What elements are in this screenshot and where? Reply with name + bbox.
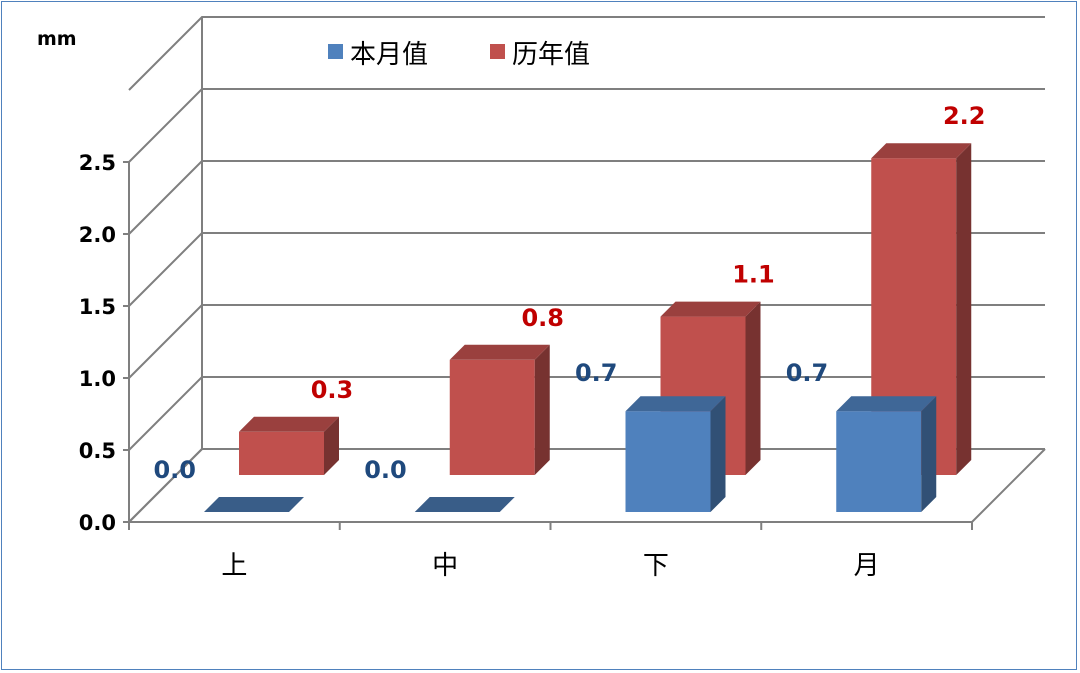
gridline xyxy=(128,376,1045,451)
bar-this-month xyxy=(204,497,304,512)
data-label-this-month: 0.0 xyxy=(153,456,196,484)
y-tick-label: 1.0 xyxy=(79,367,116,391)
data-label-historical: 1.1 xyxy=(732,261,775,289)
y-tick-label: 2.5 xyxy=(79,151,116,175)
bar-top-face xyxy=(239,416,339,432)
legend-label-this-month: 本月值 xyxy=(350,40,428,70)
gridline xyxy=(128,448,1045,523)
legend-item-historical: 历年值 xyxy=(490,40,590,70)
legend-label-historical: 历年值 xyxy=(512,40,590,70)
bar-side-face xyxy=(710,396,726,512)
data-labels: 0.3 0.8 1.1 2.2 0.0 0.0 0.7 0.7 xyxy=(153,102,985,484)
x-category-label: 下 xyxy=(643,551,669,581)
data-label-historical: 0.3 xyxy=(311,376,354,404)
bar-side-face xyxy=(324,416,339,475)
legend-swatch-historical xyxy=(490,44,505,59)
legend-item-this-month: 本月值 xyxy=(328,40,428,70)
bar-front-face xyxy=(239,431,324,475)
bar-this-month xyxy=(836,396,937,512)
bar-top-face xyxy=(414,497,515,512)
gridline xyxy=(128,232,1045,307)
bar-front-face xyxy=(449,359,535,475)
gridline xyxy=(128,88,1045,163)
bar-top-face xyxy=(836,396,937,412)
x-category-label: 上 xyxy=(221,551,247,581)
bar-side-face xyxy=(921,396,937,512)
y-tick-label: 0.5 xyxy=(79,439,116,463)
y-tick-label: 1.5 xyxy=(79,295,116,319)
gridline xyxy=(128,160,1045,235)
bar-side-face xyxy=(534,344,550,475)
bar-top-face xyxy=(660,301,761,317)
bar-top-face xyxy=(625,396,726,412)
y-tick-label: 0.0 xyxy=(79,511,116,535)
bar-top-face xyxy=(449,344,550,360)
bar-side-face xyxy=(745,301,761,475)
data-label-this-month: 0.7 xyxy=(786,359,829,387)
bar-front-face xyxy=(836,411,922,512)
bar-top-face xyxy=(871,143,972,159)
bar-side-face xyxy=(956,143,972,475)
bar-top-face xyxy=(204,497,304,512)
bar-this-month xyxy=(625,396,726,512)
data-label-historical: 0.8 xyxy=(521,304,564,332)
data-label-historical: 2.2 xyxy=(943,102,986,130)
x-axis-categories: 上中下月 xyxy=(128,522,973,581)
data-label-this-month: 0.0 xyxy=(364,456,407,484)
gridline xyxy=(128,304,1045,379)
y-tick-label: 2.0 xyxy=(79,223,116,247)
gridlines xyxy=(128,16,1045,523)
y-axis-unit: mm xyxy=(37,28,77,50)
bar-historical xyxy=(239,416,339,475)
legend: 本月值 历年值 xyxy=(328,40,590,70)
bar-this-month xyxy=(414,497,515,512)
legend-swatch-this-month xyxy=(328,44,343,59)
y-axis-ticks: 0.0 0.5 1.0 1.5 2.0 2.5 xyxy=(79,151,129,535)
bar-front-face xyxy=(625,411,711,512)
bar-historical xyxy=(449,344,550,475)
bars xyxy=(204,143,972,512)
data-label-this-month: 0.7 xyxy=(575,359,618,387)
x-category-label: 月 xyxy=(854,551,880,581)
x-category-label: 中 xyxy=(432,551,458,581)
gridline xyxy=(128,16,1045,91)
